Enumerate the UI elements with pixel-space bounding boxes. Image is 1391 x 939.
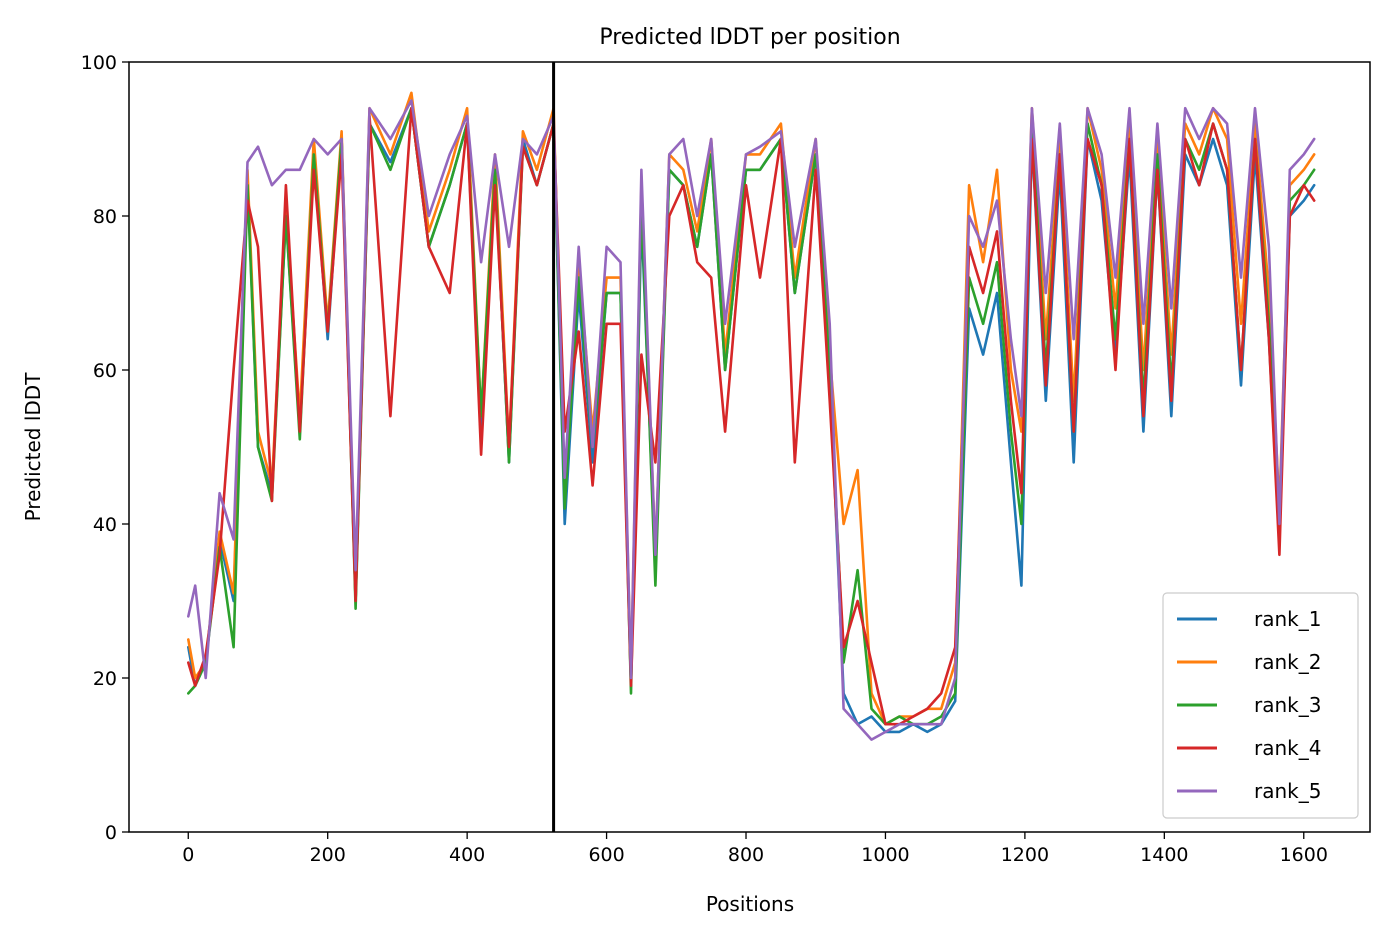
x-tick-label: 0	[182, 844, 194, 866]
x-axis-label: Positions	[706, 892, 794, 916]
y-tick-label: 60	[93, 360, 117, 382]
x-axis-ticks: 0 200 400 600 800 1000 1200 1400 1600	[182, 832, 1328, 866]
series-line-rank_5	[187, 99, 1316, 741]
y-tick-label: 100	[81, 52, 117, 74]
y-tick-label: 20	[93, 668, 117, 690]
legend: rank_1 rank_2 rank_3 rank_4 rank_5	[1162, 592, 1359, 819]
x-tick-label: 800	[728, 844, 764, 866]
legend-label-rank_3: rank_3	[1254, 693, 1321, 717]
legend-label-rank_5: rank_5	[1254, 779, 1321, 803]
y-tick-label: 40	[93, 514, 117, 536]
x-tick-label: 400	[449, 844, 485, 866]
legend-label-rank_1: rank_1	[1254, 607, 1321, 631]
x-tick-label: 1000	[861, 844, 909, 866]
y-axis-label: Predicted lDDT	[21, 372, 45, 522]
y-axis-ticks: 0 20 40 60 80 100	[81, 52, 129, 844]
plot-frame	[128, 61, 1371, 833]
x-tick-label: 600	[588, 844, 624, 866]
y-tick-label: 0	[105, 822, 117, 844]
x-tick-label: 200	[310, 844, 346, 866]
legend-label-rank_4: rank_4	[1254, 736, 1321, 760]
x-tick-label: 1200	[1001, 844, 1049, 866]
x-tick-label: 1600	[1280, 844, 1328, 866]
legend-box	[1162, 592, 1359, 819]
x-tick-label: 1400	[1140, 844, 1188, 866]
y-tick-label: 80	[93, 206, 117, 228]
chart-title: Predicted lDDT per position	[599, 25, 900, 50]
legend-label-rank_2: rank_2	[1254, 650, 1321, 674]
series-layer	[187, 91, 1316, 741]
